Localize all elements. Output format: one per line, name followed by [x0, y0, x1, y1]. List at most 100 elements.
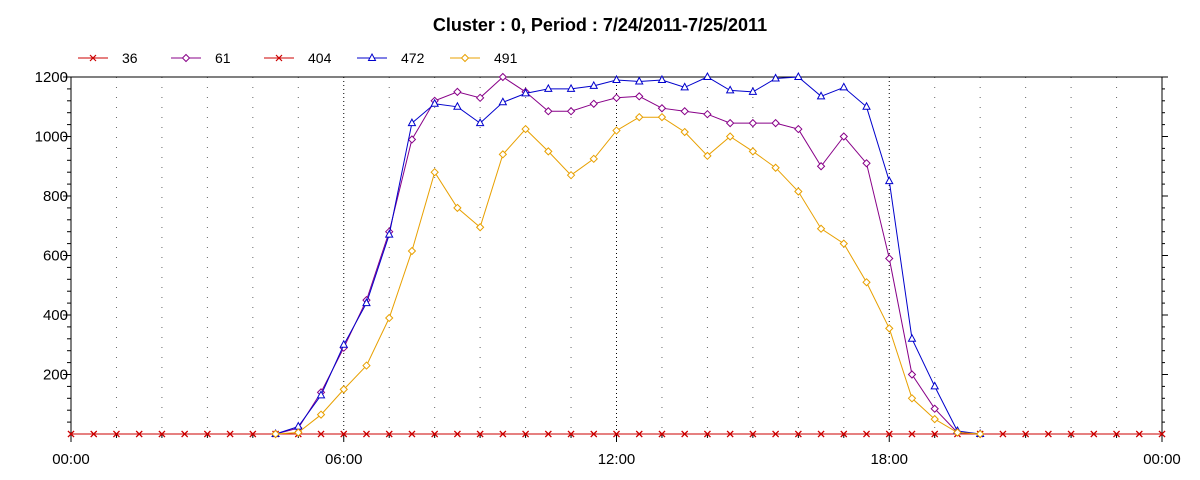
data-point	[657, 74, 667, 83]
data-point	[658, 430, 666, 438]
legend-label: 36	[122, 50, 138, 66]
data-point	[726, 430, 734, 438]
data-point	[817, 430, 825, 438]
x-tick-label: 00:00	[1143, 451, 1181, 468]
data-point	[1135, 430, 1143, 438]
data-point	[749, 430, 757, 438]
y-tick-label: 600	[43, 248, 68, 265]
data-point	[793, 71, 803, 80]
data-point	[362, 361, 371, 370]
data-point	[703, 71, 712, 80]
legend-label: 61	[215, 50, 231, 66]
data-point	[499, 430, 507, 438]
data-point	[431, 430, 439, 438]
data-point	[885, 254, 894, 263]
data-point	[884, 176, 894, 185]
data-point	[363, 430, 370, 438]
data-point	[498, 97, 508, 106]
data-point	[203, 430, 211, 438]
data-point	[113, 430, 120, 438]
legend-item: 491	[450, 50, 518, 66]
data-point	[522, 430, 530, 438]
data-point	[907, 333, 917, 342]
data-point	[634, 76, 644, 85]
data-point	[460, 53, 470, 63]
data-point	[657, 112, 667, 122]
chart-title: Cluster : 0, Period : 7/24/2011-7/25/201…	[433, 15, 767, 35]
data-point	[158, 430, 166, 438]
data-point	[748, 147, 758, 156]
data-point	[340, 430, 348, 438]
legend-item: 36	[78, 50, 138, 66]
legend-label: 491	[494, 50, 518, 66]
data-point	[681, 430, 689, 438]
data-point	[181, 430, 189, 438]
data-point	[590, 430, 598, 438]
data-point	[90, 430, 98, 438]
data-point	[613, 430, 620, 438]
data-point	[521, 124, 530, 134]
data-point	[840, 430, 848, 438]
data-point	[498, 72, 508, 82]
data-point	[362, 298, 371, 307]
data-point	[703, 151, 712, 161]
series-61	[271, 72, 985, 439]
legend-label: 472	[401, 50, 425, 66]
data-point	[839, 239, 848, 248]
data-point	[589, 154, 598, 164]
legend-item: 404	[264, 50, 332, 66]
data-point	[771, 73, 780, 82]
data-point	[816, 224, 826, 233]
data-point	[275, 54, 283, 62]
data-point	[453, 101, 462, 110]
y-tick-label: 1000	[35, 129, 68, 146]
series-491	[271, 112, 985, 439]
data-point	[385, 430, 393, 438]
data-point	[544, 147, 553, 156]
data-point	[475, 223, 485, 232]
data-point	[1090, 430, 1098, 438]
data-point	[680, 127, 689, 137]
data-point	[635, 430, 643, 438]
data-point	[907, 370, 917, 379]
data-point	[589, 80, 599, 89]
data-point	[839, 82, 849, 91]
data-point	[907, 394, 917, 403]
data-point	[453, 87, 462, 97]
data-point	[680, 82, 690, 91]
data-point	[339, 385, 348, 394]
data-point	[885, 324, 894, 333]
data-point	[543, 83, 553, 92]
legend-item: 472	[357, 50, 425, 66]
legend-label: 404	[308, 50, 332, 66]
data-point	[862, 101, 871, 110]
data-point	[725, 132, 735, 141]
data-point	[862, 159, 871, 168]
data-point	[794, 430, 802, 438]
series-line	[275, 76, 981, 435]
data-point	[339, 339, 349, 348]
data-point	[430, 167, 439, 177]
data-point	[407, 246, 417, 256]
data-point	[476, 430, 484, 438]
data-point	[748, 86, 758, 95]
data-point	[680, 107, 689, 116]
data-point	[816, 162, 826, 171]
series-layer	[67, 71, 1166, 439]
data-point	[385, 313, 394, 323]
data-point	[89, 54, 97, 62]
x-tick-label: 12:00	[598, 451, 636, 468]
data-point	[771, 118, 780, 128]
data-point	[566, 107, 576, 116]
data-point	[567, 430, 575, 438]
data-point	[475, 93, 485, 103]
data-point	[453, 203, 462, 213]
data-point	[294, 428, 303, 437]
data-point	[975, 429, 985, 439]
data-point	[1022, 430, 1030, 438]
data-point	[612, 126, 621, 135]
legend: 36 61 404 472 491	[78, 50, 518, 66]
data-point	[271, 429, 280, 439]
data-point	[1044, 430, 1052, 438]
